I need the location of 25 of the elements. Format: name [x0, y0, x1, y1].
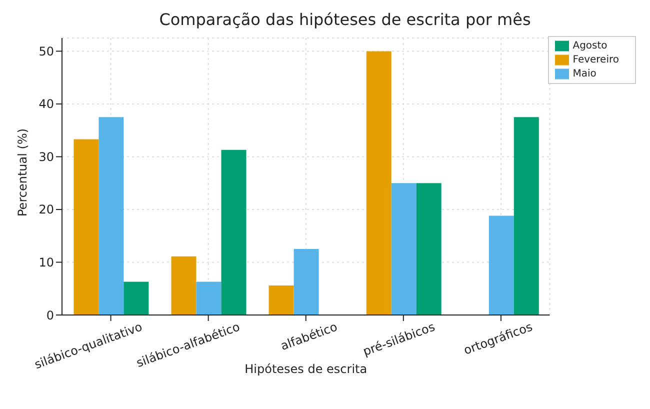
bar	[196, 282, 222, 315]
bar	[391, 183, 416, 315]
y-tick-label: 50	[38, 44, 54, 58]
y-axis-title: Percentual (%)	[15, 128, 30, 216]
bar	[514, 117, 539, 315]
bar	[268, 285, 294, 315]
x-axis-title: Hipóteses de escrita	[244, 362, 368, 376]
legend-label: Fevereiro	[572, 54, 619, 66]
bar	[488, 216, 514, 315]
y-tick-label: 20	[38, 202, 54, 217]
legend-label: Maio	[572, 68, 596, 80]
chart-title: Comparação das hipóteses de escrita por mês	[158, 9, 532, 31]
bar	[124, 282, 149, 315]
bar	[416, 183, 442, 315]
y-tick-label: 10	[38, 256, 54, 270]
bar	[74, 139, 99, 315]
y-tick-label: 0	[46, 308, 54, 322]
bar	[366, 51, 392, 315]
y-tick-label: 40	[38, 97, 54, 112]
y-tick-label: 30	[38, 150, 54, 164]
bar	[98, 117, 124, 315]
bar	[171, 256, 196, 315]
legend-label: Agosto	[572, 40, 608, 52]
bar	[294, 249, 319, 315]
bar	[221, 150, 246, 315]
